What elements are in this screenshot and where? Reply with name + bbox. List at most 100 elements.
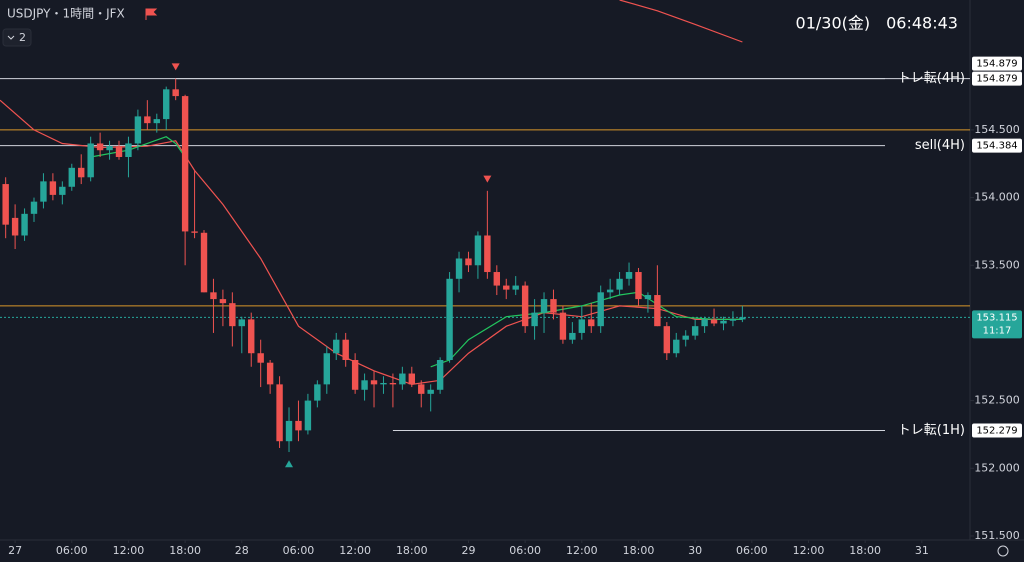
candle-body [531,312,538,327]
candle-body [503,285,510,290]
signal-marker [171,63,180,71]
x-tick-label: 12:00 [793,544,825,557]
candle-body [342,339,349,360]
x-tick-label: 28 [235,544,249,557]
price-label: 153.115 [976,312,1017,323]
candle-body [739,317,746,320]
candle-body [427,389,434,394]
candle-body [484,235,491,273]
x-tick-label: 06:00 [736,544,768,557]
price-box [972,423,1022,438]
candle-body [512,285,519,290]
candle-body [153,119,160,124]
x-tick-label: 27 [8,544,22,557]
indicator-toggle[interactable] [2,28,32,47]
price-box [972,310,1022,339]
x-tick-label: 31 [915,544,929,557]
candle-body [701,319,708,327]
candle-body [418,384,425,394]
candle-body [682,335,689,340]
signal-marker [483,175,492,183]
candle-body [540,299,548,313]
candle-body [276,384,283,442]
candle-body [436,360,444,390]
candle-body [68,167,75,187]
candle-body [257,353,264,363]
flag-icon[interactable] [145,8,158,20]
candle-body [295,420,302,431]
candle-body [333,339,340,354]
candle-body [663,326,671,354]
candle-body [550,299,557,313]
price-label: 154.879 [976,74,1017,85]
candle-body [115,146,123,157]
candle-body [134,116,142,144]
x-tick-label: 12:00 [113,544,145,557]
level-text: sell(4H) [915,138,965,153]
candle-body [248,319,255,354]
candle-body [729,319,737,321]
x-tick-label: 18:00 [396,544,428,557]
candle-body [172,89,179,97]
candle-body [399,373,406,385]
y-tick-label: 151.500 [974,529,1020,542]
x-tick-label: 06:00 [283,544,315,557]
x-tick-label: 18:00 [169,544,201,557]
candle-body [21,213,28,236]
candle-body [96,143,104,151]
clock: 01/30(金) 06:48:43 [796,14,958,33]
candle-body [625,272,633,279]
candle-body [361,380,368,390]
candle-body [210,292,217,300]
signal-marker [285,460,294,468]
indicator-count: 2 [19,31,26,44]
x-tick-label: 18:00 [623,544,655,557]
x-tick-label: 12:00 [339,544,371,557]
level-text: トレ転(1H) [898,423,965,438]
candle-body [635,272,642,300]
candle-body [455,258,463,279]
candle-body [314,384,321,401]
y-tick-label: 152.000 [974,461,1020,474]
price-label: 154.384 [976,141,1017,152]
y-tick-label: 152.500 [974,394,1020,407]
chevron-icon [7,35,15,40]
candle-body [606,289,614,293]
candle-body [238,319,245,327]
candle-body [219,299,227,304]
candle-body [380,383,387,385]
candle-body [370,380,378,385]
candle-body [11,217,19,236]
candle-body [389,383,397,385]
y-tick-label: 154.500 [974,123,1020,136]
candle-body [2,184,9,225]
candle-body [578,319,586,333]
candle-body [30,201,38,214]
candle-body [181,96,189,232]
x-tick-label: 30 [688,544,702,557]
candle-body [78,167,85,178]
candle-body [446,278,453,360]
candle-body [191,231,198,233]
candle-body [266,362,274,385]
price-box [972,71,1022,86]
candle-body [323,353,330,385]
x-tick-label: 06:00 [56,544,88,557]
symbol-title: USDJPY・1時間・JFX [7,7,125,21]
candle-body [616,278,623,290]
candle-body [588,319,595,327]
candle-body [229,303,236,327]
plot-area [0,0,970,468]
x-tick-label: 29 [461,544,475,557]
candle-body [304,400,312,431]
candle-body [474,235,482,266]
price-label: 154.879 [976,59,1017,70]
candle-body [125,143,132,157]
candle-body [654,295,661,327]
x-tick-label: 06:00 [509,544,541,557]
settings-icon[interactable] [997,545,1009,557]
candle-body [59,186,66,195]
price-label: 152.279 [976,426,1017,437]
